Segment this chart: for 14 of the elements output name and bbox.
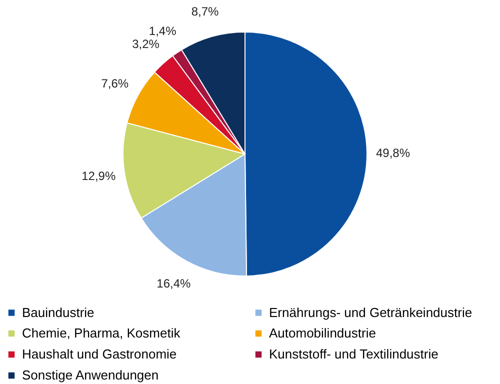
data-label: 12,9% — [82, 168, 116, 183]
legend-label: Sonstige Anwendungen — [22, 368, 159, 382]
legend-label: Kunststoff- und Textilindustrie — [269, 346, 438, 362]
legend-label: Automobilindustrie — [269, 326, 376, 340]
legend-label: Bauindustrie — [22, 304, 94, 320]
legend-label: Ernährungs- und Getränkeindustrie — [269, 304, 472, 320]
legend-label: Chemie, Pharma, Kosmetik — [22, 326, 181, 340]
data-label: 7,6% — [101, 76, 129, 91]
data-label: 16,4% — [156, 276, 192, 291]
data-label: 1,4% — [148, 24, 177, 38]
data-label: 8,7% — [191, 4, 220, 18]
data-label: 49,8% — [376, 146, 410, 160]
legend-label: Haushalt und Gastronomie — [22, 346, 177, 362]
data-label: 3,2% — [132, 37, 160, 52]
